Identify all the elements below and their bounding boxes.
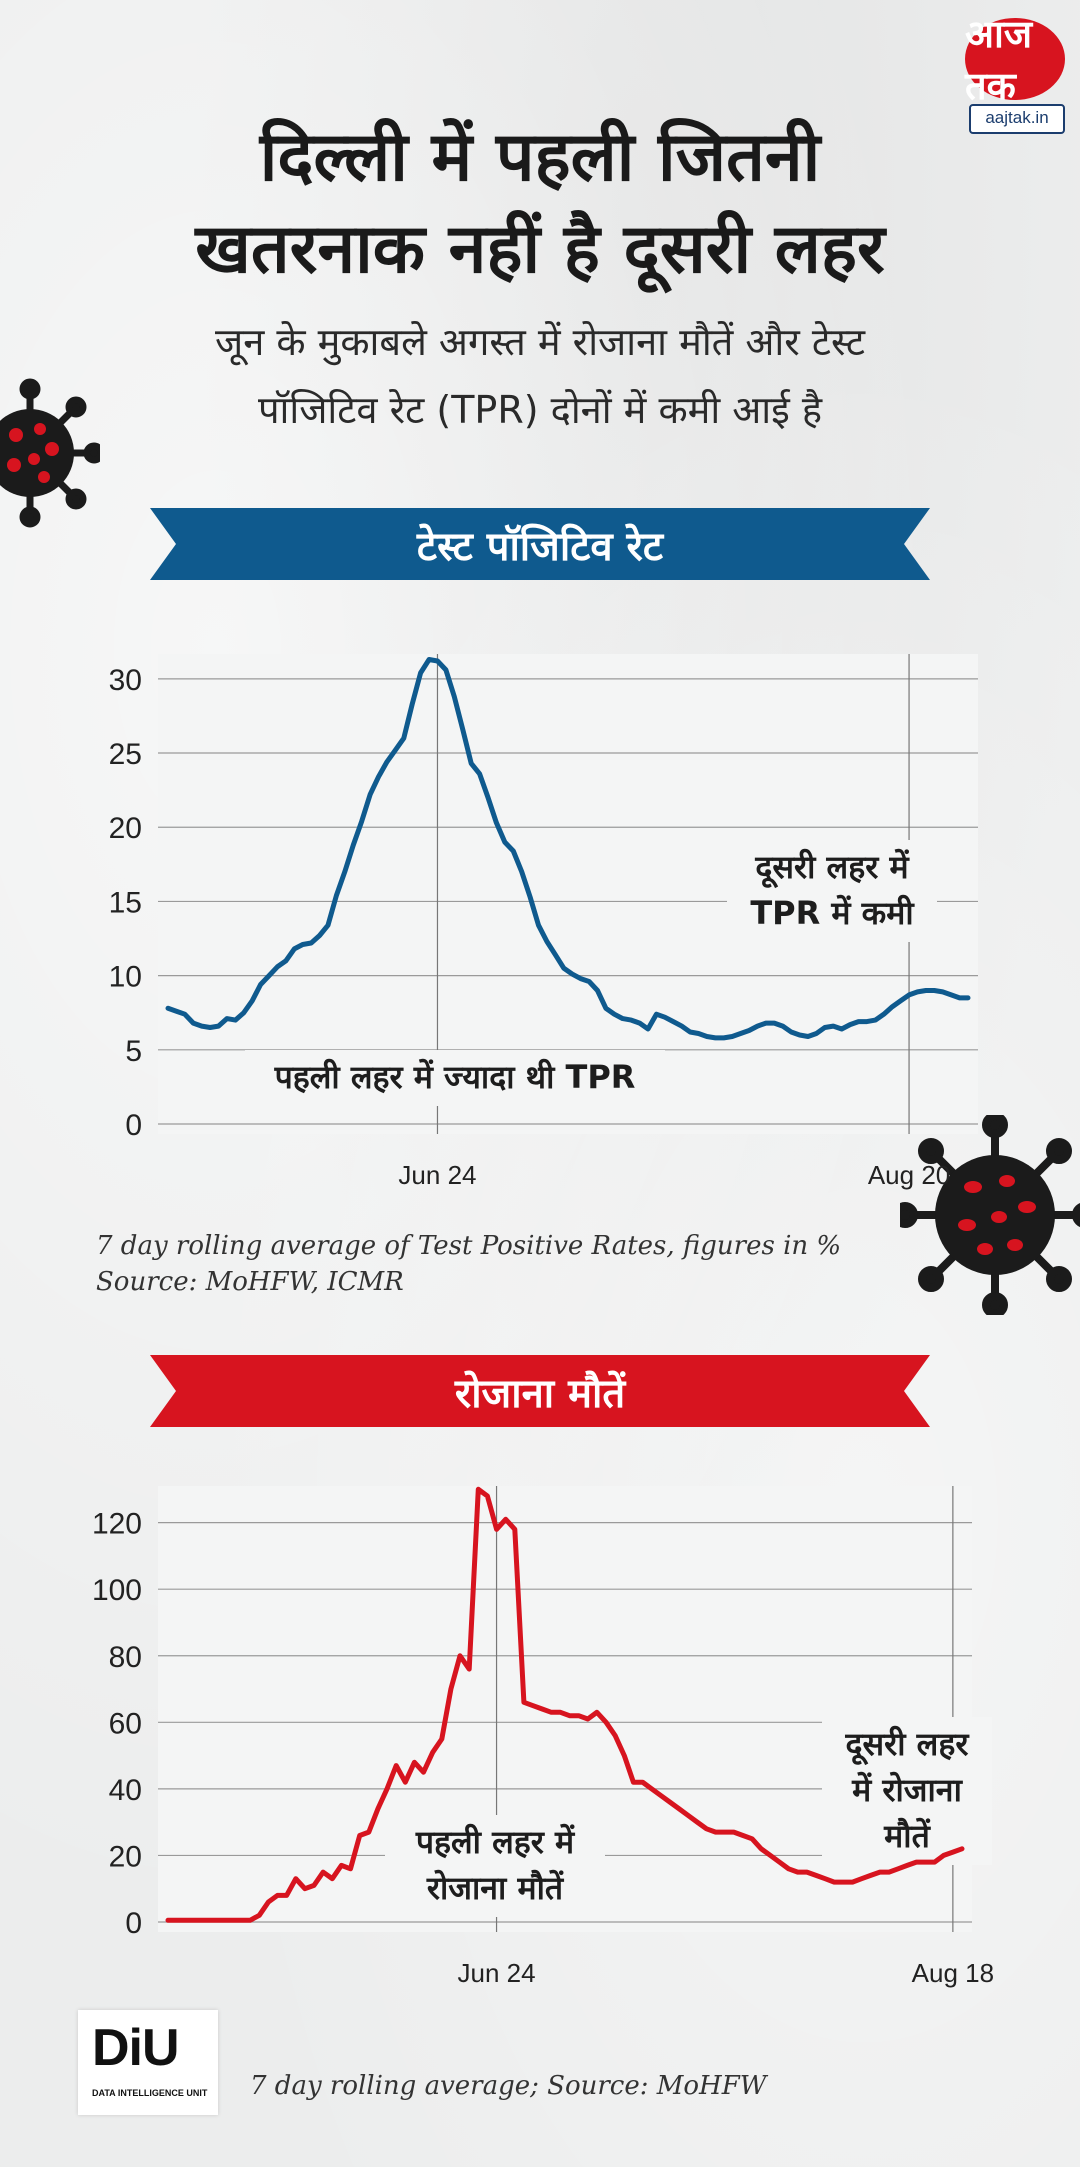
deaths-note-line-1: 7 day rolling average; Source: MoHFW — [250, 2071, 767, 2101]
x-tick-label: Jun 24 — [458, 1958, 536, 1988]
subhead-line-1: जून के मुकाबले अगस्त में रोजाना मौतें और… — [215, 320, 865, 364]
y-tick-label: 80 — [109, 1641, 142, 1674]
diu-logo-text: DiU — [92, 2019, 180, 2077]
y-tick-label: 40 — [109, 1774, 142, 1807]
headline-line-1: दिल्ली में पहली जितनी — [259, 118, 821, 197]
y-tick-label: 20 — [109, 1840, 142, 1873]
tpr-note-line-1: 7 day rolling average of Test Positive R… — [96, 1231, 842, 1261]
annotation-text: रोजाना मौतें — [426, 1869, 565, 1907]
x-tick-label: Jun 24 — [398, 1160, 476, 1190]
x-tick-label: Aug 18 — [912, 1958, 994, 1988]
diu-logo-subtext: DATA INTELLIGENCE UNIT — [92, 2088, 208, 2098]
y-tick-label: 20 — [109, 812, 142, 845]
aajtak-logo[interactable]: आज तक aajtak.in — [965, 12, 1065, 134]
deaths-banner: रोजाना मौतें — [150, 1355, 930, 1427]
annotation-bg — [727, 840, 937, 942]
virus-icon — [0, 378, 100, 528]
annotation-bg — [385, 1815, 605, 1917]
tpr-banner: टेस्ट पॉजिटिव रेट — [150, 508, 930, 580]
y-tick-label: 5 — [125, 1035, 142, 1068]
logo-mark: आज तक — [965, 12, 1065, 108]
annotation-text: दूसरी लहर — [845, 1725, 971, 1766]
y-tick-label: 10 — [109, 961, 142, 994]
annotation-text: पहली लहर में — [415, 1823, 576, 1861]
annotation-text: पहली लहर में ज्यादा थी TPR — [274, 1058, 636, 1096]
series-line — [165, 657, 971, 1041]
y-tick-label: 60 — [109, 1707, 142, 1740]
tpr-note: 7 day rolling average of Test Positive R… — [96, 1228, 841, 1300]
diu-logo[interactable]: DiU DATA INTELLIGENCE UNIT — [78, 2010, 218, 2115]
subhead-line-2: पॉजिटिव रेट (TPR) दोनों में कमी आई है — [257, 388, 823, 432]
annotation-text: दूसरी लहर में — [754, 848, 910, 889]
annotation-text: मौतें — [883, 1817, 931, 1855]
tpr-banner-label: टेस्ट पॉजिटिव रेट — [416, 523, 664, 570]
virus-icon — [900, 1115, 1080, 1315]
y-tick-label: 15 — [109, 886, 142, 919]
deaths-note: 7 day rolling average; Source: MoHFW — [250, 2068, 766, 2104]
y-tick-label: 100 — [92, 1574, 142, 1607]
annotation-bg — [822, 1717, 992, 1865]
y-tick-label: 0 — [125, 1907, 142, 1940]
annotation-text: में रोजाना — [851, 1771, 963, 1809]
y-tick-label: 30 — [109, 664, 142, 697]
annotation-bg — [245, 1050, 665, 1106]
x-tick-label: Aug 20 — [868, 1160, 950, 1190]
logo-url: aajtak.in — [969, 104, 1065, 134]
headline-line-2: खतरनाक नहीं है दूसरी लहर — [195, 210, 885, 289]
deaths-chart: 120 100 80 60 40 20 0 Jun 24 Aug 18 पहली लहर में र… — [92, 1486, 994, 1988]
y-tick-label: 25 — [109, 738, 142, 771]
deaths-banner-label: रोजाना मौतें — [454, 1370, 626, 1417]
y-tick-label: 120 — [92, 1508, 142, 1541]
annotation-text: TPR में कमी — [750, 894, 915, 932]
tpr-chart: 30 25 20 15 10 5 0 Jun 24 Aug 20 पहली लहर में ज्य… — [109, 654, 978, 1190]
y-tick-label: 0 — [125, 1109, 142, 1142]
tpr-note-line-2: Source: MoHFW, ICMR — [96, 1267, 404, 1297]
series-line — [165, 1486, 965, 1923]
